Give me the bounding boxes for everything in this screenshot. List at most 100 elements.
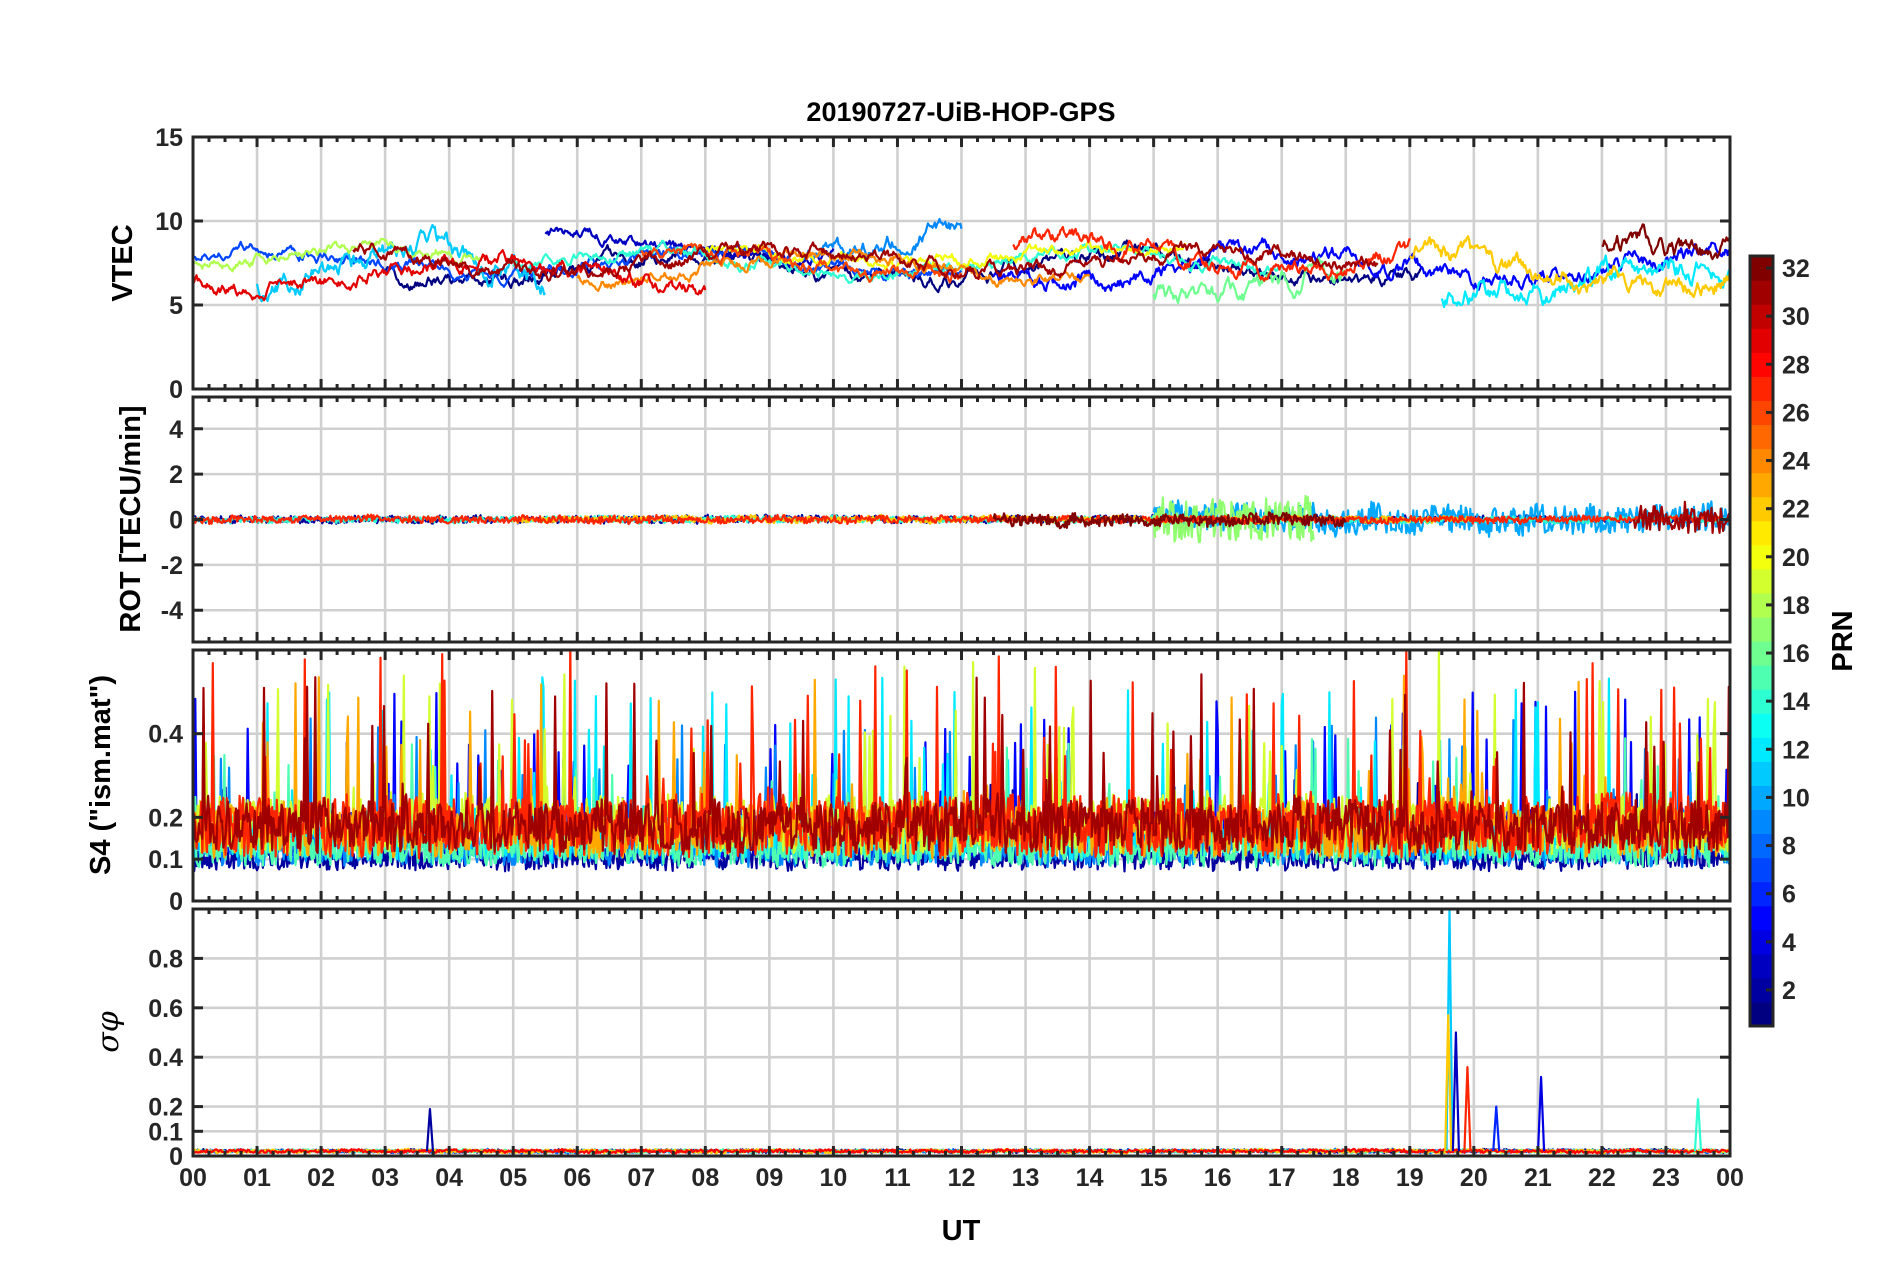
colorbar-band-10 [1750, 785, 1773, 811]
panel-vtec: 0 5 10 15 VTEC [107, 124, 1732, 404]
xtick-label-3: 03 [371, 1164, 399, 1192]
colorbar-bands [1750, 256, 1773, 1027]
series-s4-prn-31 [193, 673, 1730, 856]
colorbar-tick-label-10: 22 [1782, 496, 1810, 524]
xtick-label-15: 15 [1140, 1164, 1168, 1192]
x-tick-labels: 00 01 02 03 04 05 06 07 08 09 10 11 12 13 14 15 16 17 18 19… [179, 1164, 1744, 1192]
colorbar-band-14 [1750, 689, 1773, 714]
xtick-label-1: 01 [243, 1164, 271, 1192]
colorbar-band-23 [1750, 472, 1773, 498]
series-vtec-prn-9 [800, 217, 963, 263]
xtick-label-23: 23 [1652, 1164, 1680, 1192]
colorbar-band-15 [1750, 665, 1773, 690]
xtick-label-8: 08 [691, 1164, 719, 1192]
colorbar-band-32 [1750, 256, 1773, 281]
ylabel-sigma-phi: σφ [91, 1011, 126, 1052]
xtick-label-17: 17 [1268, 1164, 1296, 1192]
series-vtec-prn-12 [1440, 254, 1730, 309]
xtick-label-7: 07 [627, 1164, 655, 1192]
series-rot-prn-31 [1632, 500, 1730, 535]
ytick-label-s4-2: 0.2 [148, 804, 183, 832]
colorbar-band-6 [1750, 881, 1773, 907]
ytick-label-sigma-0: 0 [169, 1143, 183, 1171]
series-vtec-prn-14 [512, 239, 1283, 284]
colorbar-band-28 [1750, 352, 1773, 377]
xtick-label-19: 19 [1396, 1164, 1424, 1192]
series-vtec-prn-26 [640, 242, 963, 284]
panel-sigma-phi: 00.10.2 0.4 0.6 0.8 σφ [91, 907, 1732, 1171]
colorbar-band-18 [1750, 592, 1773, 618]
series-rot-prn-32 [992, 511, 1347, 530]
colorbar-band-27 [1750, 376, 1773, 401]
colorbar-band-22 [1750, 496, 1773, 522]
colorbar-tick-label-12: 26 [1782, 399, 1810, 427]
colorbar-band-25 [1750, 424, 1773, 450]
ytick-label-vtec-1: 5 [169, 292, 183, 320]
xtick-label-2: 02 [307, 1164, 335, 1192]
ylabel-rot: ROT [TECU/min] [115, 405, 147, 632]
chart-title: 20190727-UiB-HOP-GPS [806, 97, 1115, 127]
ticks-sigma: 00.10.2 0.4 0.6 0.8 [148, 909, 1732, 1171]
colorbar-tick-label-3: 8 [1782, 833, 1796, 861]
xtick-label-13: 13 [1012, 1164, 1040, 1192]
ytick-label-rot-1: -2 [161, 552, 183, 580]
xtick-label-14: 14 [1076, 1164, 1104, 1192]
series-vtec-prn-27 [1012, 225, 1411, 282]
series-group-rot [193, 494, 1730, 544]
ylabel-vtec: VTEC [107, 224, 139, 301]
colorbar-band-24 [1750, 448, 1773, 474]
ytick-label-sigma-3: 0.4 [148, 1044, 183, 1072]
spike-prn-14 [1693, 1098, 1703, 1152]
xtick-label-18: 18 [1332, 1164, 1360, 1192]
colorbar-band-13 [1750, 713, 1773, 738]
xtick-label-16: 16 [1204, 1164, 1232, 1192]
colorbar-band-29 [1750, 328, 1773, 353]
series-vtec-prn-18 [193, 237, 483, 273]
ytick-label-s4-0: 0 [169, 888, 183, 916]
xtick-label-4: 04 [435, 1164, 463, 1192]
series-rot-prn-27 [193, 513, 1730, 526]
grid-sigma [193, 909, 1730, 1158]
colorbar-band-2 [1750, 977, 1773, 1003]
ytick-label-sigma-1: 0.1 [148, 1118, 183, 1146]
axes-frame-sigma [191, 907, 1732, 1158]
colorbar-tick-label-7: 16 [1782, 640, 1810, 668]
colorbar-band-1 [1750, 1001, 1773, 1027]
colorbar-tick-label-8: 18 [1782, 592, 1810, 620]
panel-rot: -4 -2 0 2 4 ROT [TECU/min] [115, 395, 1732, 644]
xtick-label-11: 11 [884, 1164, 911, 1192]
colorbar-band-3 [1750, 953, 1773, 979]
xtick-label-5: 05 [499, 1164, 527, 1192]
colorbar-tick-label-1: 4 [1782, 929, 1796, 957]
colorbar-tick-label-13: 28 [1782, 351, 1810, 379]
colorbar-band-21 [1750, 520, 1773, 546]
xtick-label-0: 00 [179, 1164, 207, 1192]
spike-prn-2 [425, 1107, 435, 1152]
colorbar-band-7 [1750, 857, 1773, 883]
colorbar-band-9 [1750, 809, 1773, 835]
series-group-vtec [193, 217, 1730, 309]
spike-prn-3 [1451, 1031, 1461, 1152]
colorbar-band-16 [1750, 641, 1773, 666]
colorbar-tick-label-2: 6 [1782, 881, 1796, 909]
series-vtec-prn-11 [255, 223, 547, 303]
colorbar-band-26 [1750, 400, 1773, 426]
spike-prn-22 [1444, 1014, 1453, 1152]
xtick-label-10: 10 [820, 1164, 848, 1192]
ylabel-s4: S4 ("ism.mat") [85, 675, 117, 875]
xtick-label-21: 21 [1524, 1164, 1552, 1192]
colorbar-tick-label-15: 32 [1782, 255, 1810, 283]
series-vtec-prn-31 [352, 240, 1379, 282]
ytick-label-rot-3: 2 [169, 461, 183, 489]
grid-rot [193, 397, 1730, 642]
colorbar-band-11 [1750, 761, 1773, 786]
colorbar-band-31 [1750, 280, 1773, 305]
spike-prn-27 [1463, 1065, 1472, 1152]
series-vtec-prn-22 [1409, 235, 1730, 299]
colorbar-tick-label-4: 10 [1782, 784, 1810, 812]
colorbar-band-19 [1750, 568, 1773, 594]
ytick-label-s4-3: 0.4 [148, 721, 183, 749]
